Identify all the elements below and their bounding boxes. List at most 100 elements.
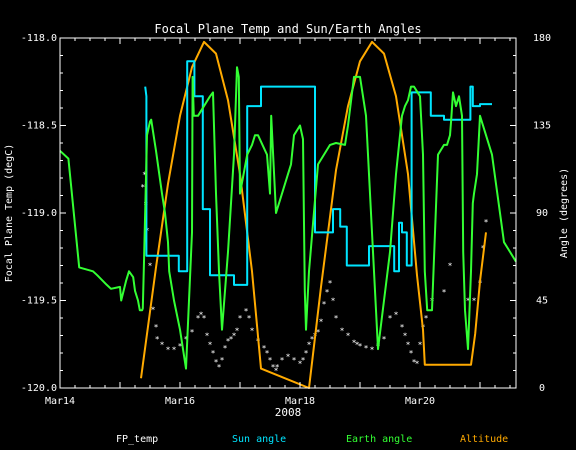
chart-title: Focal Plane Temp and Sun/Earth Angles [154, 22, 421, 36]
altitude-line [140, 40, 487, 389]
y-axis-label-right: Angle (degrees) [559, 168, 570, 258]
y-left-tick-label: -118.0 [21, 33, 57, 44]
fp-temp-point: * [304, 349, 309, 358]
fp-temp-point: * [205, 332, 210, 341]
fp-temp-point: * [322, 300, 327, 309]
fp-temp-point: * [352, 339, 357, 348]
x-axis: Mar14 Mar16 Mar18 Mar20 [45, 38, 511, 407]
fp-temp-point: * [235, 326, 240, 335]
fp-temp-point: * [154, 323, 159, 332]
x-axis-label: 2008 [275, 406, 302, 419]
fp-temp-point: * [412, 358, 417, 367]
fp-temp-point: * [301, 356, 306, 365]
x-tick-label: Mar16 [165, 396, 195, 407]
fp-temp-point: * [140, 183, 145, 192]
fp-temp-point: * [358, 342, 363, 351]
legend-altitude: Altitude [460, 434, 509, 445]
legend-fp-temp: FP_temp [116, 434, 159, 445]
fp-temp-point: * [370, 346, 375, 355]
fp-temp-point: * [250, 326, 255, 335]
y-axis-left: -118.0 -118.5 -119.0 -119.5 -120.0 [21, 33, 66, 394]
fp-temp-point: * [394, 311, 399, 320]
fp-temp-point: * [223, 344, 228, 353]
fp-temp-point: * [415, 360, 420, 369]
fp-temp-point: * [208, 340, 213, 349]
fp-temp-point: * [328, 279, 333, 288]
fp-temp-point: * [184, 335, 189, 344]
legend-sun-angle: Sun angle [232, 434, 287, 445]
fp-temp-point: * [355, 340, 360, 349]
fp-temp-point: * [472, 297, 477, 306]
fp-temp-point: * [166, 346, 171, 355]
legend-earth-angle: Earth angle [346, 434, 413, 445]
fp-temp-point: * [406, 340, 411, 349]
series-altitude [140, 40, 487, 389]
x-tick-label: Mar14 [45, 396, 75, 407]
fp-temp-point: * [142, 171, 147, 180]
fp-temp-point: * [418, 340, 423, 349]
y-right-tick-label: 135 [533, 121, 551, 132]
fp-temp-point: * [148, 262, 153, 271]
fp-temp-point: * [217, 363, 222, 372]
y-right-tick-label: 90 [536, 208, 548, 219]
fp-temp-point: * [178, 342, 183, 351]
plot-area: ********** * *****************************… [59, 40, 517, 389]
series-sun-angle [144, 60, 492, 286]
fp-temp-point: * [307, 340, 312, 349]
fp-temp-point: * [316, 328, 321, 337]
fp-temp-point: * [232, 332, 237, 341]
y-right-tick-label: 0 [539, 383, 545, 394]
fp-temp-point: * [268, 356, 273, 365]
fp-temp-point: * [334, 314, 339, 323]
fp-temp-point: * [319, 318, 324, 327]
y-right-tick-label: 45 [536, 296, 548, 307]
fp-temp-point: * [199, 311, 204, 320]
fp-temp-point: * [155, 335, 160, 344]
series-earth-angle [59, 66, 517, 370]
fp-temp-point: * [275, 363, 280, 372]
fp-temp-point: * [388, 314, 393, 323]
fp-temp-point: * [409, 349, 414, 358]
fp-temp-point: * [286, 353, 291, 362]
fp-temp-point: * [196, 314, 201, 323]
fp-temp-point: * [220, 356, 225, 365]
fp-temp-point: * [211, 349, 216, 358]
fp-temp-point: * [364, 344, 369, 353]
fp-temp-point: * [448, 262, 453, 271]
fp-temp-point: * [265, 349, 270, 358]
fp-temp-point: * [346, 332, 351, 341]
fp-temp-point: * [214, 358, 219, 367]
fp-temp-point: * [442, 288, 447, 297]
fp-temp-point: * [340, 326, 345, 335]
fp-temp-point: * [292, 356, 297, 365]
y-left-tick-label: -119.0 [21, 208, 57, 219]
fp-temp-point: * [160, 340, 165, 349]
fp-temp-point: * [238, 314, 243, 323]
fp-temp-point: * [262, 344, 267, 353]
y-left-tick-label: -119.5 [21, 296, 57, 307]
x-tick-label: Mar20 [405, 396, 435, 407]
fp-temp-point: * [382, 335, 387, 344]
fp-temp-point: * [466, 297, 471, 306]
fp-temp-point: * [403, 332, 408, 341]
fp-temp-point: * [202, 314, 207, 323]
fp-temp-point: * [226, 337, 231, 346]
y-left-tick-label: -120.0 [21, 383, 57, 394]
fp-temp-point: * [247, 314, 252, 323]
y-axis-right: 0 45 90 135 180 [510, 33, 551, 394]
fp-temp-point: * [331, 297, 336, 306]
earth-angle-line [59, 66, 517, 370]
fp-temp-point: * [190, 328, 195, 337]
fp-temp-point: * [424, 314, 429, 323]
fp-temp-point: * [280, 356, 285, 365]
fp-temp-point: * [172, 346, 177, 355]
y-axis-label-left: Focal Plane Temp (degC) [4, 144, 15, 282]
fp-temp-point: * [244, 307, 249, 316]
y-right-tick-label: 180 [533, 33, 551, 44]
fp-temp-point: * [310, 335, 315, 344]
fp-temp-point: * [484, 218, 489, 227]
fp-temp-point: * [400, 323, 405, 332]
fp-temp-point: * [298, 360, 303, 369]
y-left-tick-label: -118.5 [21, 121, 57, 132]
